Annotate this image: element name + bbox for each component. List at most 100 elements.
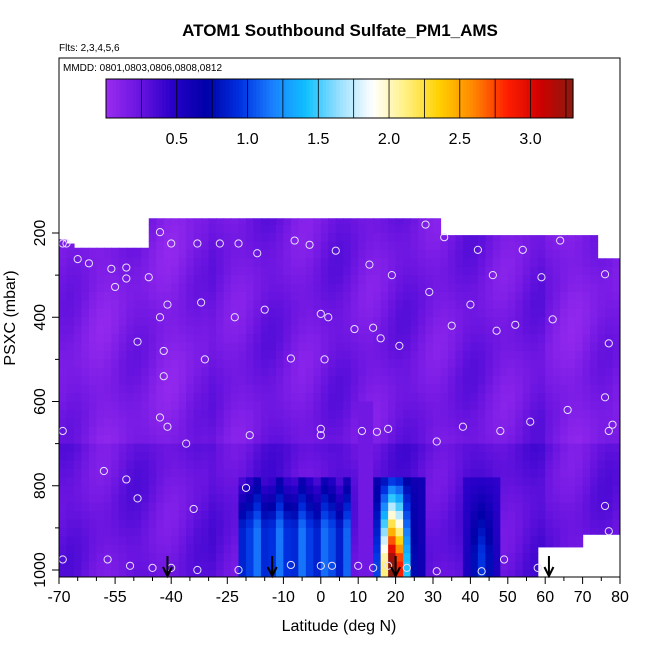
heatmap-cell bbox=[552, 308, 561, 318]
heatmap-cell bbox=[275, 468, 284, 478]
heatmap-cell bbox=[290, 485, 299, 495]
heatmap-cell bbox=[440, 485, 449, 495]
heatmap-cell bbox=[118, 418, 127, 428]
heatmap-cell bbox=[163, 342, 172, 352]
heatmap-cell bbox=[425, 409, 434, 419]
heatmap-cell bbox=[81, 409, 90, 419]
heatmap-cell bbox=[582, 494, 591, 504]
colorbar-swatch bbox=[552, 79, 557, 118]
heatmap-cell bbox=[462, 241, 471, 251]
heatmap-cell bbox=[193, 502, 202, 512]
heatmap-cell bbox=[73, 359, 83, 369]
heatmap-cell bbox=[365, 502, 374, 512]
heatmap-cell bbox=[328, 258, 337, 268]
heatmap-cell bbox=[283, 249, 292, 259]
heatmap-cell bbox=[133, 300, 142, 310]
heatmap-cell bbox=[253, 384, 262, 394]
heatmap-cell bbox=[612, 494, 620, 504]
heatmap-cell bbox=[148, 291, 157, 301]
y-tick-label: 400 bbox=[32, 304, 49, 331]
colorbar-swatch bbox=[216, 79, 221, 118]
heatmap-cell bbox=[216, 218, 225, 226]
sample-point bbox=[182, 439, 191, 448]
heatmap-cell bbox=[186, 460, 195, 470]
heatmap-cell bbox=[447, 443, 457, 453]
heatmap-cell bbox=[492, 342, 501, 352]
heatmap-cell bbox=[575, 393, 584, 403]
heatmap-cell bbox=[111, 350, 120, 360]
heatmap-cell bbox=[133, 258, 142, 268]
heatmap-cell bbox=[238, 367, 247, 377]
heatmap-cell bbox=[395, 544, 404, 554]
heatmap-cell bbox=[590, 376, 599, 386]
heatmap-cell bbox=[186, 494, 195, 504]
colorbar-swatch bbox=[376, 79, 381, 118]
heatmap-cell bbox=[425, 317, 434, 327]
heatmap-cell bbox=[111, 477, 120, 487]
heatmap-cell bbox=[171, 367, 180, 377]
x-tick-label: 30 bbox=[424, 589, 442, 606]
heatmap-cell bbox=[126, 342, 135, 352]
heatmap-cell bbox=[350, 376, 359, 386]
heatmap-cell bbox=[530, 317, 539, 327]
heatmap-cell bbox=[231, 494, 240, 504]
heatmap-cell bbox=[186, 266, 195, 276]
heatmap-cell bbox=[216, 511, 225, 521]
heatmap-cell bbox=[141, 460, 150, 470]
heatmap-cell bbox=[156, 401, 165, 411]
heatmap-cell bbox=[433, 485, 442, 495]
heatmap-cell bbox=[126, 308, 135, 318]
heatmap-cell bbox=[126, 258, 135, 268]
heatmap-cell bbox=[141, 502, 150, 512]
heatmap-cell bbox=[313, 426, 322, 436]
heatmap-cell bbox=[485, 519, 494, 529]
heatmap-cell bbox=[462, 435, 471, 445]
heatmap-cell bbox=[186, 544, 195, 554]
heatmap-cell bbox=[350, 359, 359, 369]
heatmap-cell bbox=[156, 477, 165, 487]
heatmap-cell bbox=[193, 435, 202, 445]
heatmap-cell bbox=[552, 350, 561, 360]
heatmap-cell bbox=[507, 418, 516, 428]
heatmap-cell bbox=[328, 409, 337, 419]
heatmap-cell bbox=[103, 291, 112, 301]
heatmap-cell bbox=[141, 283, 150, 293]
heatmap-cell bbox=[126, 485, 135, 495]
heatmap-cell bbox=[253, 224, 262, 234]
heatmap-cell bbox=[365, 233, 374, 243]
heatmap-cell bbox=[410, 359, 419, 369]
heatmap-cell bbox=[433, 376, 442, 386]
heatmap-cell bbox=[373, 258, 382, 268]
colorbar-swatch bbox=[322, 79, 327, 118]
heatmap-cell bbox=[148, 561, 157, 571]
heatmap-cell bbox=[313, 435, 322, 445]
heatmap-cell bbox=[537, 235, 546, 243]
colorbar-swatch bbox=[252, 79, 257, 118]
heatmap-cell bbox=[575, 443, 584, 453]
heatmap-cell bbox=[111, 258, 120, 268]
heatmap-cell bbox=[507, 426, 516, 436]
heatmap-cell bbox=[560, 241, 569, 251]
heatmap-cell bbox=[290, 350, 299, 360]
colorbar-swatch bbox=[469, 79, 474, 118]
heatmap-cell bbox=[260, 249, 270, 259]
heatmap-cell bbox=[223, 511, 232, 521]
heatmap-cell bbox=[522, 241, 531, 251]
heatmap-cell bbox=[373, 553, 382, 563]
heatmap-cell bbox=[111, 418, 120, 428]
heatmap-cell bbox=[335, 443, 344, 453]
heatmap-cell bbox=[447, 519, 457, 529]
heatmap-cell bbox=[66, 393, 75, 403]
colorbar-swatch bbox=[122, 79, 127, 118]
heatmap-cell bbox=[328, 317, 337, 327]
heatmap-cell bbox=[73, 418, 83, 428]
heatmap-cell bbox=[425, 350, 434, 360]
heatmap-cell bbox=[418, 468, 427, 478]
heatmap-cell bbox=[163, 401, 172, 411]
heatmap-cell bbox=[156, 376, 165, 386]
heatmap-cell bbox=[485, 325, 494, 335]
heatmap-cell bbox=[320, 519, 329, 529]
heatmap-cell bbox=[163, 300, 172, 310]
x-axis: -70 -55 -40 -25 -10 0 10 20 30 40 50 60 70 80 bbox=[47, 577, 629, 606]
heatmap-cell bbox=[201, 468, 210, 478]
